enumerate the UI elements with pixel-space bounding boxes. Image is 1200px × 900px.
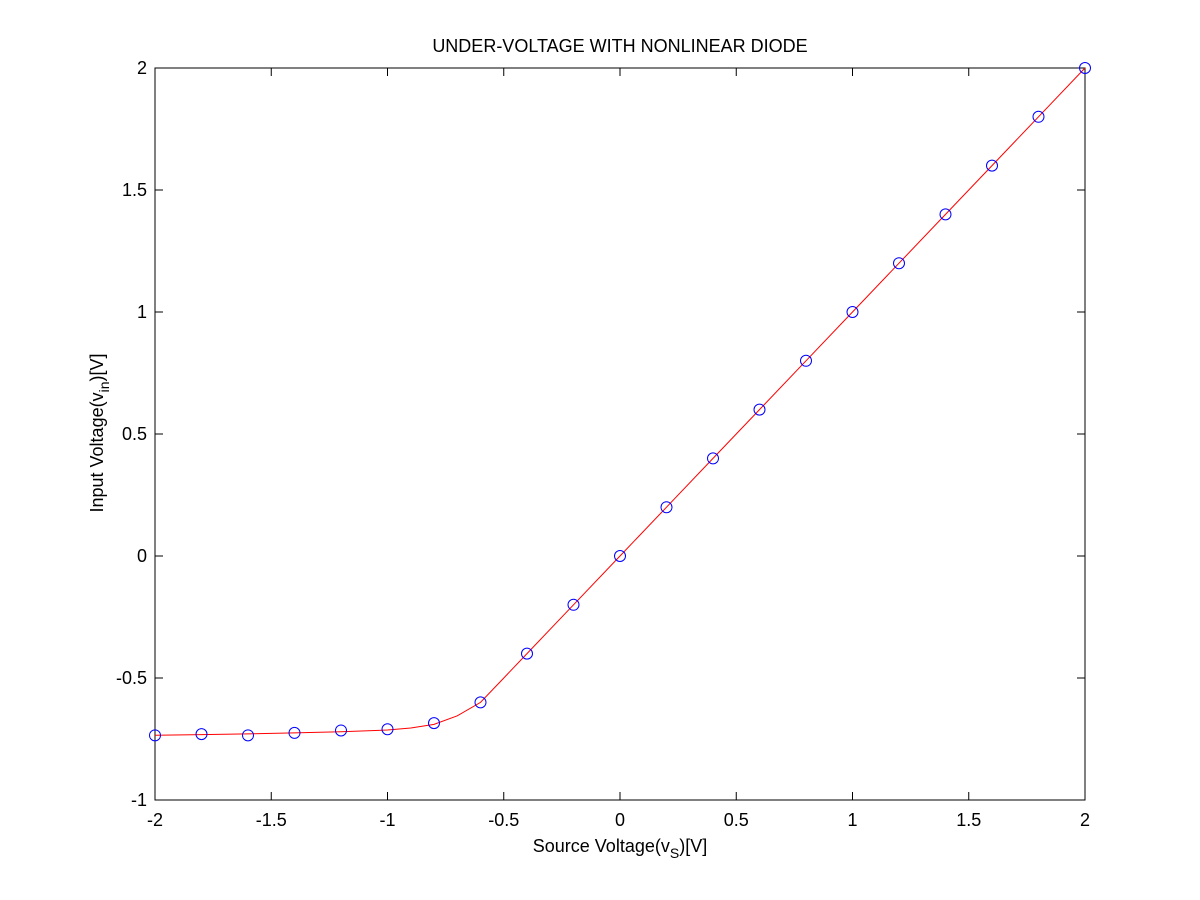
data-point-marker [474,696,487,709]
y-tick-label: 1 [137,302,147,322]
x-tick-label: 1 [847,810,857,830]
data-point-marker [567,598,580,611]
data-point-marker [707,452,719,465]
y-tick-label: 1.5 [122,180,147,200]
data-point-marker [335,724,347,737]
y-tick-label: 0 [137,546,147,566]
series-layer [149,62,1091,742]
plot-area [155,68,1085,800]
x-tick-label: -1 [379,810,395,830]
x-tick-label: 0 [615,810,625,830]
data-point-marker [428,717,440,730]
y-tick-label: 0.5 [122,424,147,444]
y-tick-label: 2 [137,58,147,78]
x-tick-label: 2 [1080,810,1090,830]
data-point-marker [800,354,812,367]
data-point-marker [986,159,998,172]
series-line [154,67,1086,736]
x-axis-label: Source Voltage(vS)[V] [533,836,707,861]
data-point-marker [149,729,161,742]
x-axis-ticks: -2 -1.5 -1 -0.5 0 0.5 1 1.5 2 [147,68,1090,830]
data-point-marker [288,726,301,739]
data-point-marker [939,208,952,221]
y-axis-ticks: -1 -0.5 0 0.5 1 1.5 2 [116,58,1085,810]
x-tick-label: 1.5 [956,810,981,830]
data-point-marker [242,729,254,742]
data-point-marker [893,257,905,270]
data-point-marker [381,723,394,736]
y-tick-label: -1 [131,790,147,810]
y-tick-label: -0.5 [116,668,147,688]
x-tick-label: -1.5 [256,810,287,830]
data-point-marker [846,306,859,318]
data-point-marker [660,501,673,514]
data-point-marker [195,728,208,741]
x-tick-label: 0.5 [724,810,749,830]
data-point-marker [753,403,766,416]
data-point-marker [614,550,626,562]
y-axis-label: Input Voltage(vin)[V] [87,353,112,512]
data-point-marker [1079,62,1091,74]
x-tick-label: -2 [147,810,163,830]
x-tick-label: -0.5 [488,810,519,830]
data-point-marker [1032,110,1045,123]
plot-frame [154,67,1086,801]
data-point-marker [521,647,533,660]
chart-title: UNDER-VOLTAGE WITH NONLINEAR DIODE [432,36,807,56]
